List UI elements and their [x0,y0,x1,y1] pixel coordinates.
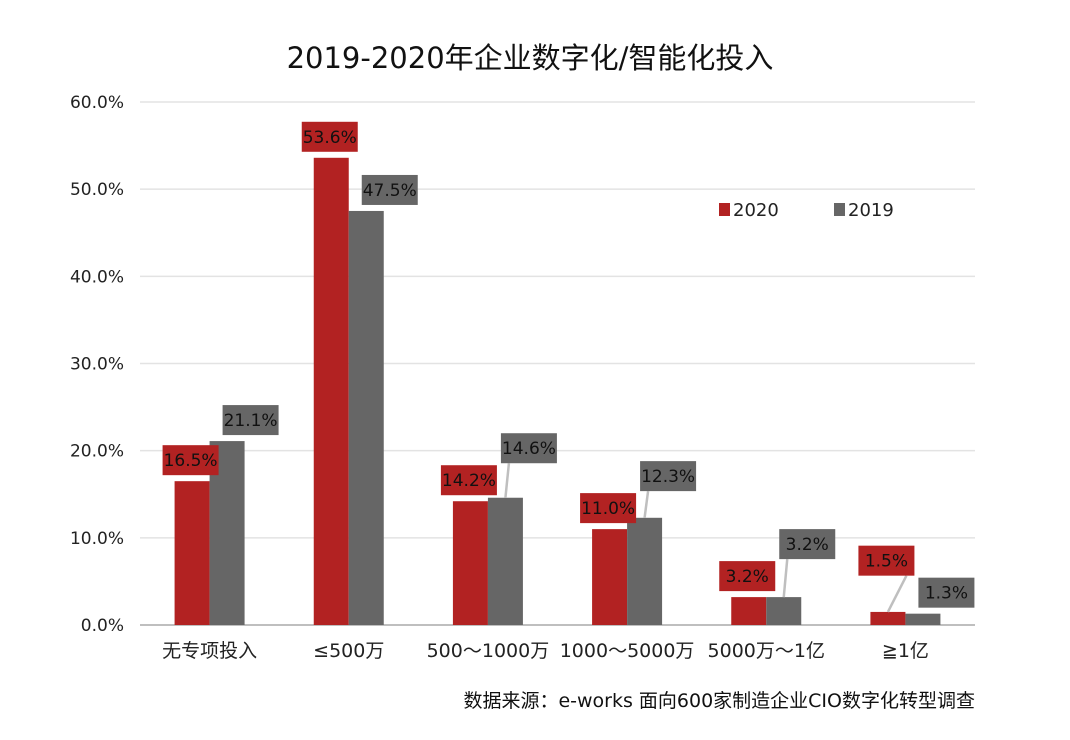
legend-swatch [834,203,845,216]
data-label-2020-box [301,121,358,152]
data-label-2019: 14.6% [502,439,556,459]
x-tick-label: ≧1亿 [882,640,929,662]
y-tick-label: 50.0% [70,180,124,200]
bar-2019 [627,517,663,625]
data-label-2019-box [500,433,557,464]
data-label-2019-box [222,405,279,436]
legend-label: 2020 [733,200,779,221]
data-label-2019: 1.3% [925,584,968,604]
data-label-2020: 16.5% [164,451,218,471]
chart-title: 2019-2020年企业数字化/智能化投入 [287,41,774,75]
bar-2019 [348,210,384,626]
data-label-2020: 11.0% [581,499,635,519]
data-label-2019: 12.3% [641,467,695,487]
y-tick-label: 60.0% [70,93,124,113]
y-axis: 0.0% 10.0% 20.0% 30.0% 40.0% 50.0% 60.0% [70,93,975,636]
leader-line [504,463,511,498]
bar-2020 [592,529,628,625]
data-label-2020: 53.6% [303,128,357,148]
leader-line [643,490,650,518]
bar-2019 [905,613,941,625]
y-tick-label: 30.0% [70,355,124,375]
data-label-2020: 3.2% [726,567,769,587]
x-axis: 无专项投入 ≤500万 500～1000万 1000～5000万 5000万～1亿 ≧1亿 [162,640,929,662]
bar-2020 [174,481,210,625]
label-leaders [504,463,908,613]
source-note: 数据来源：e-works 面向600家制造企业CIO数字化转型调查 [463,690,975,712]
data-label-2020-box [719,561,776,592]
gridlines [140,101,975,539]
x-tick-label: 无专项投入 [162,640,257,662]
leader-line [782,558,789,598]
data-label-2019-box [640,461,697,492]
data-label-2019-box [361,174,418,205]
x-tick-label: 1000～5000万 [560,640,695,662]
data-label-2019: 47.5% [363,181,417,201]
bar-2019 [766,597,802,625]
bar-2020 [731,597,767,625]
data-label-2020-box [162,445,219,476]
x-tick-label: 5000万～1亿 [708,640,825,662]
bar-2019 [487,497,523,625]
data-label-2020-box [858,545,915,576]
data-label-2019-box [918,577,975,608]
data-label-2019: 21.1% [224,411,278,431]
y-tick-label: 0.0% [81,616,124,636]
y-tick-label: 10.0% [70,529,124,549]
legend-label: 2019 [848,200,894,221]
data-label-2019-box [779,529,836,560]
data-label-2020-box [580,493,637,524]
x-tick-label: ≤500万 [313,640,384,662]
y-tick-label: 20.0% [70,442,124,462]
data-label-2020-box [440,465,497,496]
legend: 2020 2019 [719,200,894,221]
y-tick-label: 40.0% [70,267,124,287]
data-label-2020: 14.2% [442,471,496,491]
data-labels: 16.5% 21.1% 53.6% 47.5% 14.2% 14.6% 11.0% 12.3%… [162,121,975,608]
data-label-2019: 3.2% [786,535,829,555]
legend-swatch [719,203,730,216]
x-tick-label: 500～1000万 [427,640,550,662]
data-label-2020: 1.5% [865,552,908,572]
bar-2020 [870,611,906,625]
leader-line [886,575,908,613]
bar-2020 [313,157,349,625]
bar-2020 [452,501,488,625]
